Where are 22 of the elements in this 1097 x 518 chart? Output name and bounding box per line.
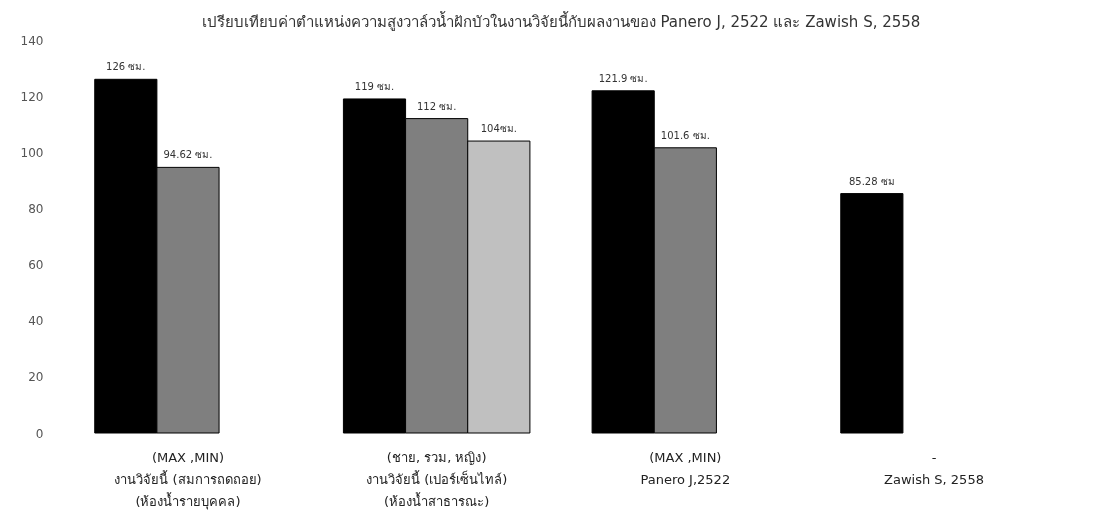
data-label: 112 ซม. <box>416 100 457 112</box>
y-tick-label: 80 <box>28 201 44 216</box>
x-tick-label: (MAX ,MIN) Panero J,2522 <box>640 449 731 487</box>
data-label: 121.9 ซม. <box>598 72 648 84</box>
x-tick-label: (MAX ,MIN) งานวิจัยนี้ (สมการถดถอย) (ห้องน้ำรายบุคคล) <box>114 449 262 510</box>
y-tick-label: 20 <box>28 370 44 385</box>
y-tick-label: 0 <box>35 426 44 441</box>
data-label: 94.62 ซม. <box>163 149 213 161</box>
chart-title: เปรียบเทียบค่าตำแหน่งความสูงวาล์วน้ำฝักบัวในงานวิจัยนี้กับผลงานของ Panero J, 2522 และ Zawish S, 2558 <box>201 11 921 31</box>
bar <box>840 193 904 434</box>
data-label: 119 ซม. <box>354 80 395 92</box>
data-label: 126 ซม. <box>106 61 146 73</box>
x-tick-label: (ชาย, รวม, หญิง) งานวิจัยนี้ (เปอร์เซ็นไทล์) (ห้องน้ำสาธารณะ) <box>366 449 508 509</box>
y-tick-label: 40 <box>28 314 44 329</box>
x-tick-label: - Zawish S, 2558 <box>884 449 984 487</box>
data-label: 104ซม. <box>480 123 517 135</box>
y-tick-label: 60 <box>28 258 44 273</box>
y-tick-label: 120 <box>20 89 44 104</box>
y-tick-label: 140 <box>20 33 44 48</box>
data-label: 85.28 ซม <box>848 175 895 187</box>
y-tick-label: 100 <box>20 145 44 160</box>
data-label: 101.6 ซม. <box>660 129 710 141</box>
